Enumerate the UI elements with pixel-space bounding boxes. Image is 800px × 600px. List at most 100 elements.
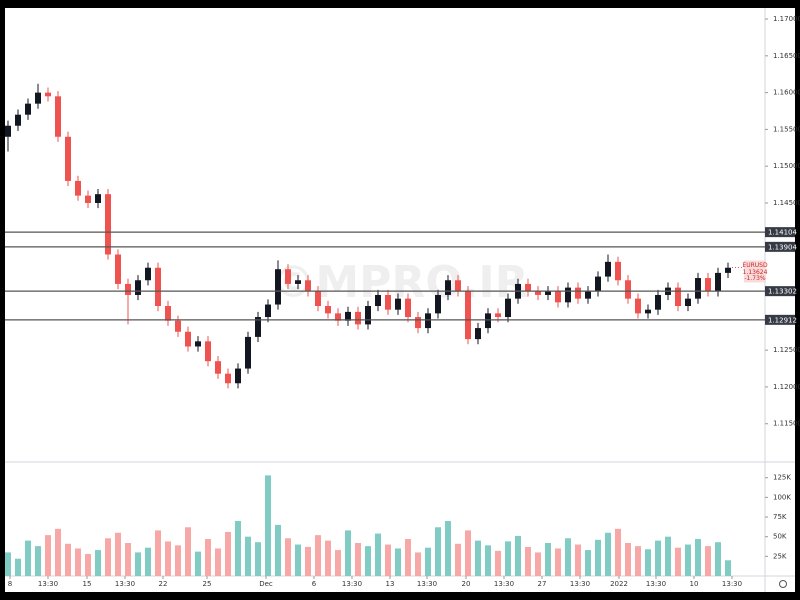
candle-body	[125, 283, 131, 295]
candle-body	[365, 306, 371, 325]
last-symbol: EURUSD	[742, 262, 768, 269]
volume-bar	[445, 520, 451, 576]
candle-body	[605, 261, 611, 277]
x-tick-label: 2022	[610, 580, 628, 588]
candle-body	[115, 254, 121, 284]
candle-body	[65, 136, 71, 181]
volume-bar	[255, 542, 261, 576]
x-tick-label: 15	[83, 580, 92, 588]
x-tick-label: 20	[462, 580, 471, 588]
y-tick-label: 1.16000	[773, 89, 800, 97]
candle-body	[455, 280, 461, 292]
y-tick-label: 1.11500	[773, 420, 800, 428]
volume-bar	[675, 547, 681, 576]
last-price: 1.13624	[743, 269, 768, 276]
candle-body	[725, 267, 731, 273]
volume-bar	[505, 541, 511, 576]
settings-icon[interactable]	[779, 580, 787, 588]
y-tick-label: 1.12500	[773, 346, 800, 354]
candle-body	[495, 313, 501, 318]
volume-bar	[245, 536, 251, 576]
volume-bar	[155, 530, 161, 576]
volume-bar	[115, 532, 121, 576]
volume-bar	[185, 527, 191, 576]
candle-body	[205, 341, 211, 362]
volume-bar	[405, 539, 411, 576]
candle-body	[465, 291, 471, 340]
volume-bar	[295, 544, 301, 576]
candle-body	[505, 298, 511, 318]
candle-body	[355, 311, 361, 325]
volume-bar	[215, 548, 221, 576]
x-tick-label: 8	[8, 580, 12, 588]
x-tick-label: 13:30	[570, 580, 590, 588]
candle-body	[105, 194, 111, 255]
volume-bar	[625, 542, 631, 576]
volume-bar	[565, 538, 571, 576]
x-tick-label: 13:30	[38, 580, 58, 588]
volume-bar	[315, 535, 321, 576]
candle-body	[215, 361, 221, 374]
candle-body	[405, 298, 411, 318]
candle-body	[305, 280, 311, 292]
volume-bar	[535, 552, 541, 576]
candle-body	[695, 278, 701, 299]
volume-bar	[525, 546, 531, 576]
candle-body	[415, 317, 421, 329]
volume-bar	[485, 545, 491, 576]
volume-bar	[365, 546, 371, 576]
volume-bar	[65, 543, 71, 576]
x-tick-label: 13:30	[417, 580, 437, 588]
volume-bar	[55, 528, 61, 576]
volume-bar	[235, 520, 241, 576]
volume-bar	[645, 549, 651, 576]
volume-bar	[135, 552, 141, 576]
volume-bar	[375, 533, 381, 576]
volume-bar	[555, 548, 561, 576]
candle-body	[645, 309, 651, 314]
y-tick-label: 1.15500	[773, 125, 800, 133]
volume-bar	[105, 538, 111, 576]
volume-bar	[145, 547, 151, 576]
volume-bar	[205, 539, 211, 576]
candle-body	[435, 294, 441, 314]
candle-body	[35, 92, 41, 104]
candle-body	[55, 96, 61, 137]
candle-body	[175, 320, 181, 332]
volume-bar	[5, 552, 11, 576]
volume-bar	[25, 540, 31, 576]
candle-body	[555, 291, 561, 303]
candle-body	[525, 283, 531, 292]
volume-bar	[335, 550, 341, 576]
candle-body	[635, 298, 641, 314]
volume-bar	[635, 546, 641, 576]
volume-bar	[165, 541, 171, 576]
volume-bar	[385, 544, 391, 576]
candle-body	[75, 180, 81, 196]
volume-bar	[345, 530, 351, 576]
candle-body	[475, 328, 481, 340]
volume-bar	[435, 527, 441, 576]
candle-body	[485, 313, 491, 329]
volume-bar	[725, 560, 731, 576]
candle-body	[625, 280, 631, 299]
volume-bar	[15, 558, 21, 576]
candle-body	[395, 298, 401, 310]
volume-bar	[195, 551, 201, 576]
volume-bar	[125, 542, 131, 576]
volume-bar	[685, 544, 691, 576]
candle-body	[245, 336, 251, 369]
x-tick-label: 13:30	[722, 580, 742, 588]
x-tick-label: 13:30	[646, 580, 666, 588]
volume-bar	[615, 528, 621, 576]
level-label: 1.14104	[768, 229, 797, 237]
candle-body	[225, 373, 231, 384]
volume-bar	[305, 546, 311, 576]
volume-bar	[45, 535, 51, 576]
candle-body	[385, 294, 391, 310]
candle-body	[565, 287, 571, 303]
candle-body	[425, 313, 431, 329]
volume-bar	[465, 530, 471, 576]
